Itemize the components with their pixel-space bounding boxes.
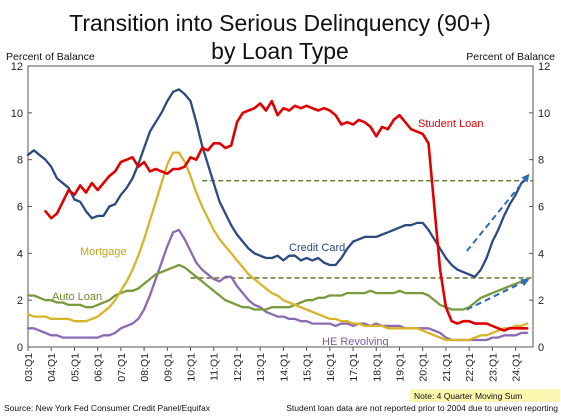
series-line-auto-loan	[26, 263, 529, 311]
x-tick-label: 08:Q1	[139, 353, 151, 382]
x-tick-label: 18:Q1	[371, 353, 383, 382]
x-tick-label: 03:Q1	[23, 353, 35, 382]
y-tick-label-left: 12	[11, 61, 23, 73]
y-axis-label-right: Percent of Balance	[466, 51, 555, 63]
x-tick-label: 22:Q1	[464, 353, 476, 382]
y-tick-label-right: 4	[538, 248, 544, 260]
y-tick-label-left: 4	[17, 248, 23, 260]
y-tick-label-right: 0	[538, 342, 544, 354]
series-line-he-revolving	[26, 228, 529, 342]
y-ticks-left: 0 2 4 6 8 10 12	[11, 61, 32, 354]
chart-title-line2: by Loan Type	[211, 38, 349, 64]
series-line-student-loan	[44, 99, 529, 332]
x-tick-label: 05:Q1	[69, 353, 81, 382]
x-tick-label: 13:Q1	[255, 353, 267, 382]
plot-frame	[27, 65, 534, 348]
x-tick-label: 19:Q1	[394, 353, 406, 382]
x-tick-label: 20:Q1	[418, 353, 430, 382]
x-tick-label: 23:Q1	[487, 353, 499, 382]
x-tick-label: 10:Q1	[186, 353, 198, 382]
footnote-text: Student loan data are not reported prior…	[286, 403, 558, 413]
x-tick-label: 09:Q1	[162, 353, 174, 382]
series-line-credit-card	[26, 88, 529, 278]
series-label-mortgage: Mortgage	[80, 246, 126, 258]
y-tick-label-right: 6	[538, 202, 544, 214]
x-tick-label: 14:Q1	[278, 353, 290, 382]
x-tick-label: 15:Q1	[302, 353, 314, 382]
y-tick-label-right: 8	[538, 155, 544, 167]
y-ticks-right: 0 2 4 6 8 10 12	[529, 61, 550, 354]
x-tick-label: 21:Q1	[441, 353, 453, 382]
series-label-credit-card: Credit Card	[289, 242, 345, 254]
y-tick-label-left: 6	[17, 202, 23, 214]
x-tick-label: 11:Q1	[209, 353, 221, 381]
series-label-student-loan: Student Loan	[418, 118, 483, 130]
x-tick-label: 16:Q1	[325, 353, 337, 382]
series-line-mortgage	[26, 151, 529, 342]
trend-arrow-head	[520, 279, 530, 287]
y-tick-label-left: 10	[11, 108, 23, 120]
x-tick-label: 12:Q1	[232, 353, 244, 382]
note-text: Note: 4 Quarter Moving Sum	[414, 391, 522, 401]
chart-title-line1: Transition into Serious Delinquency (90+…	[69, 10, 491, 36]
trend-arrow-head	[521, 173, 530, 183]
note-box	[410, 389, 560, 402]
x-tick-label: 04:Q1	[46, 353, 58, 382]
y-tick-label-right: 10	[538, 108, 550, 120]
y-axis-label-left: Percent of Balance	[6, 51, 95, 63]
x-tick-label: 24:Q1	[511, 353, 523, 382]
x-tick-label: 17:Q1	[348, 353, 360, 382]
x-ticks: 03:Q1 04:Q1 05:Q1 06:Q1 07:Q1 08:Q1 09:Q1 10:Q1…	[23, 347, 523, 382]
trend-arrow-shaft	[466, 278, 530, 311]
source-text: Source: New York Fed Consumer Credit Pan…	[4, 403, 211, 413]
y-tick-label-right: 2	[538, 295, 544, 307]
reference-lines	[190, 180, 533, 279]
trend-arrow-shaft	[466, 173, 531, 252]
series-label-auto-loan: Auto Loan	[52, 291, 102, 303]
trend-arrows	[466, 173, 531, 311]
y-tick-label-left: 2	[17, 295, 23, 307]
series-lines	[26, 88, 529, 342]
y-tick-label-right: 12	[538, 61, 550, 73]
series-label-he-revolving: HE Revolving	[322, 336, 389, 348]
y-tick-label-left: 8	[17, 155, 23, 167]
y-tick-label-left: 0	[17, 342, 23, 354]
x-tick-label: 07:Q1	[116, 353, 128, 382]
x-tick-label: 06:Q1	[93, 353, 105, 382]
